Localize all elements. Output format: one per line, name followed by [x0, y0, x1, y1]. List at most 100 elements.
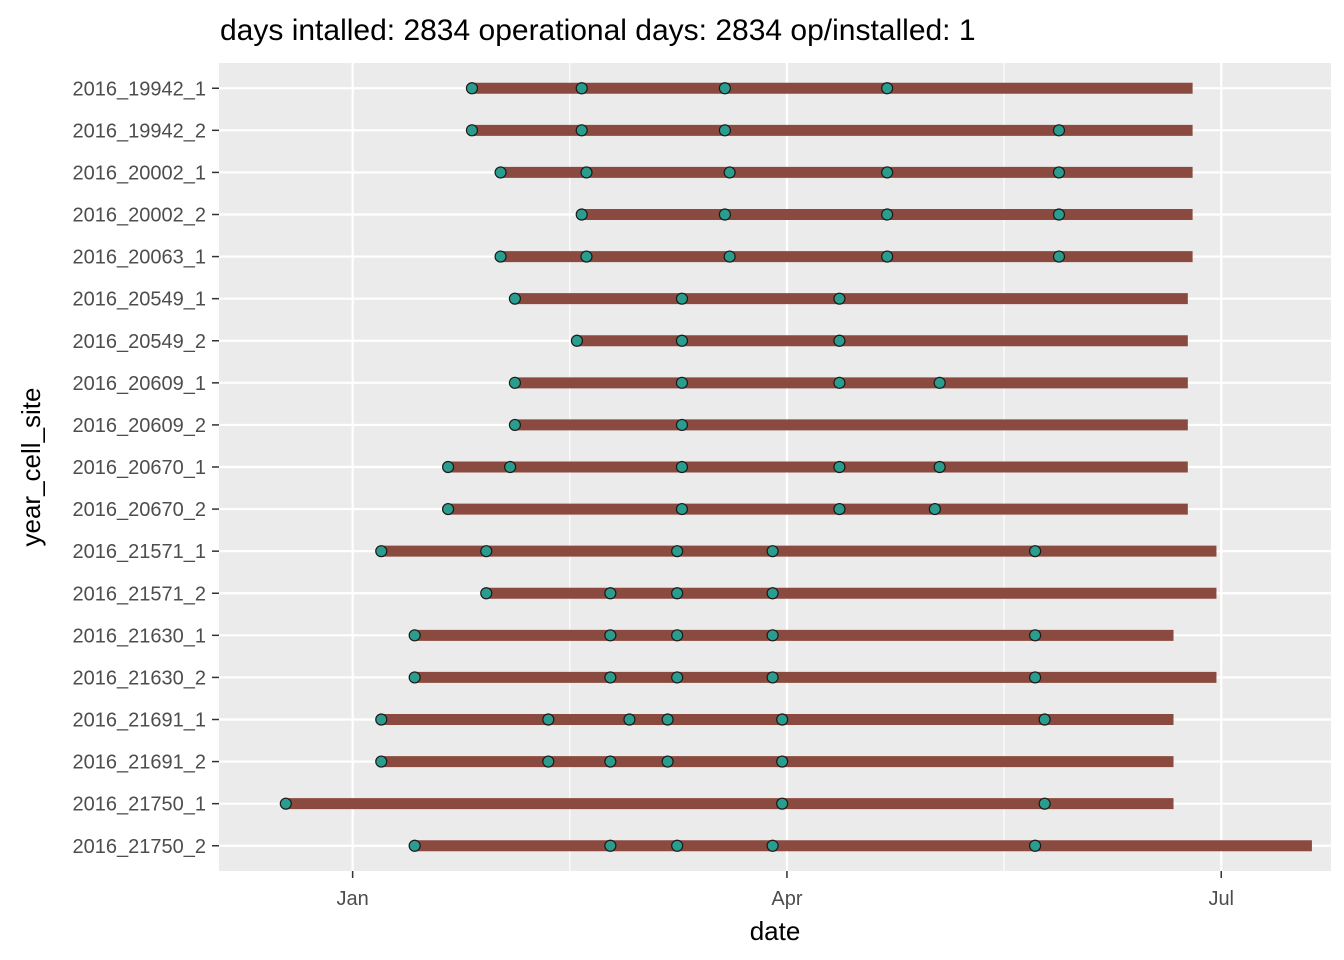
- y-tick-label: 2016_19942_1: [73, 78, 206, 100]
- event-point: [1029, 545, 1042, 558]
- y-tick-label: 2016_20670_1: [73, 457, 206, 479]
- event-point: [675, 376, 689, 389]
- event-point: [766, 839, 779, 852]
- event-point: [408, 671, 421, 684]
- event-point: [723, 166, 736, 179]
- event-point: [570, 334, 584, 347]
- event-point: [881, 208, 894, 221]
- event-point: [580, 166, 593, 179]
- y-tick-label: 2016_21571_2: [73, 583, 206, 605]
- event-point: [1029, 629, 1042, 642]
- event-point: [408, 839, 421, 852]
- event-point: [1029, 839, 1042, 852]
- event-point: [1038, 713, 1051, 726]
- event-point: [504, 460, 517, 474]
- event-point: [675, 460, 689, 474]
- event-point: [542, 713, 555, 726]
- event-point: [375, 755, 388, 768]
- event-point: [604, 587, 617, 600]
- y-tick-label: 2016_20063_1: [73, 247, 206, 269]
- event-point: [480, 545, 493, 558]
- event-point: [1052, 166, 1066, 179]
- chart-title: days intalled: 2834 operational days: 28…: [220, 14, 976, 47]
- y-tick-label: 2016_20670_2: [73, 499, 206, 521]
- event-point: [575, 82, 588, 95]
- event-point: [833, 502, 846, 516]
- event-point: [718, 208, 731, 221]
- event-point: [833, 292, 846, 305]
- event-point: [1052, 124, 1066, 137]
- event-point: [671, 629, 684, 642]
- x-tick-label: Apr: [771, 888, 802, 910]
- event-point: [718, 82, 731, 95]
- event-point: [604, 839, 617, 852]
- y-tick-label: 2016_21691_1: [73, 710, 206, 732]
- event-point: [375, 713, 388, 726]
- event-point: [508, 292, 521, 305]
- points-layer: [279, 82, 1066, 852]
- event-point: [494, 250, 507, 263]
- event-point: [1038, 797, 1051, 810]
- event-point: [279, 797, 292, 810]
- event-point: [671, 839, 684, 852]
- event-point: [671, 587, 684, 600]
- event-point: [408, 629, 421, 642]
- event-point: [508, 376, 521, 389]
- y-tick-label: 2016_21750_2: [73, 836, 206, 858]
- event-point: [604, 629, 617, 642]
- event-point: [933, 460, 946, 474]
- y-tick-label: 2016_21750_1: [73, 794, 206, 816]
- event-point: [776, 755, 789, 768]
- event-point: [542, 755, 555, 768]
- x-tick-label: Jan: [337, 888, 369, 910]
- event-point: [623, 713, 636, 726]
- y-tick-label: 2016_20609_2: [73, 415, 206, 437]
- event-point: [441, 460, 455, 474]
- event-point: [766, 629, 779, 642]
- y-axis-title: year_cell_site: [16, 388, 46, 547]
- event-point: [1052, 250, 1066, 263]
- event-point: [508, 418, 521, 432]
- event-point: [480, 587, 493, 600]
- event-point: [723, 250, 736, 263]
- event-point: [776, 797, 789, 810]
- event-point: [675, 418, 689, 432]
- event-point: [1052, 208, 1066, 221]
- event-point: [441, 502, 455, 516]
- event-point: [833, 376, 846, 389]
- event-point: [833, 460, 846, 474]
- event-point: [604, 755, 617, 768]
- event-point: [675, 502, 689, 516]
- y-axis-ticks: 2016_21750_2 2016_21750_1 2016_21691_2 2016…: [73, 78, 219, 858]
- event-point: [661, 755, 674, 768]
- x-axis-ticks: Jan Apr Jul: [337, 871, 1234, 910]
- y-tick-label: 2016_20002_2: [73, 205, 206, 227]
- event-point: [494, 166, 507, 179]
- event-point: [375, 545, 388, 558]
- event-point: [671, 671, 684, 684]
- y-tick-label: 2016_21630_2: [73, 667, 206, 689]
- event-point: [776, 713, 789, 726]
- event-point: [465, 124, 479, 137]
- event-point: [675, 334, 689, 347]
- event-point: [881, 82, 894, 95]
- event-point: [881, 166, 894, 179]
- event-point: [661, 713, 674, 726]
- y-tick-label: 2016_20549_1: [73, 289, 206, 311]
- event-point: [881, 250, 894, 263]
- event-point: [1029, 671, 1042, 684]
- event-point: [575, 124, 588, 137]
- event-point: [766, 545, 779, 558]
- event-point: [933, 376, 946, 389]
- event-point: [766, 587, 779, 600]
- y-tick-label: 2016_21630_1: [73, 625, 206, 647]
- event-point: [575, 208, 588, 221]
- event-point: [604, 671, 617, 684]
- event-point: [671, 545, 684, 558]
- x-axis-title: date: [750, 916, 801, 946]
- y-tick-label: 2016_19942_2: [73, 120, 206, 142]
- y-tick-label: 2016_21691_2: [73, 752, 206, 774]
- event-point: [928, 502, 941, 516]
- x-tick-label: Jul: [1208, 888, 1234, 910]
